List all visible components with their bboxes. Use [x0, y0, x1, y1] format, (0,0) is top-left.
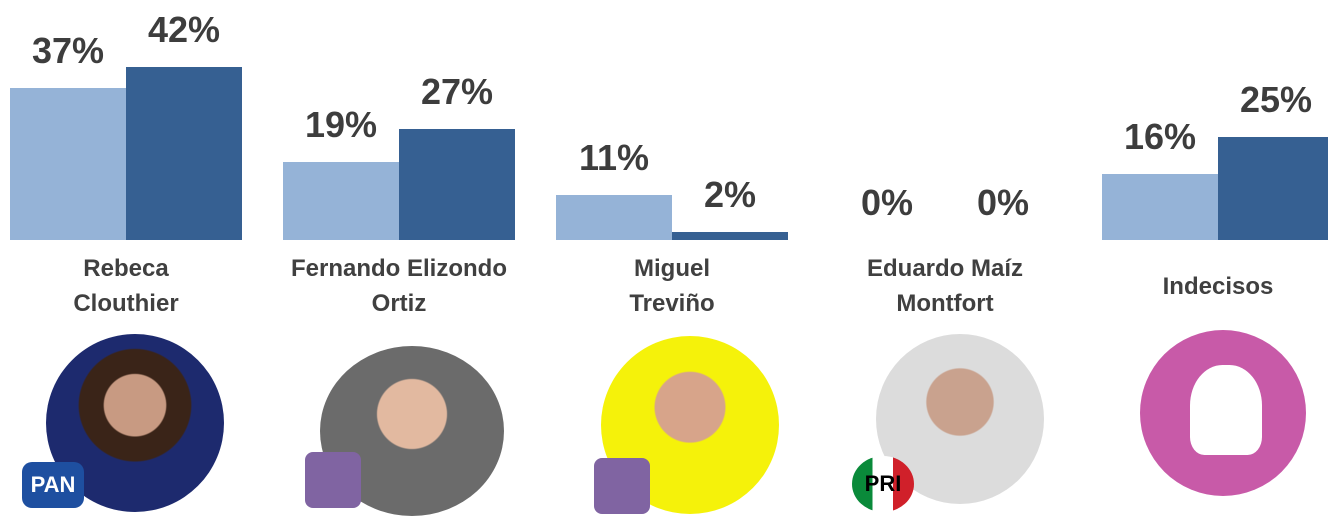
- bar: [672, 231, 788, 240]
- bar: [283, 161, 399, 240]
- category-label: Eduardo Maíz Montfort: [866, 255, 1023, 317]
- bar: [399, 128, 515, 240]
- bar: [556, 194, 672, 240]
- icon: [1190, 365, 1262, 455]
- category-label: Fernando Elizondo Ortiz: [291, 255, 507, 317]
- bar: [10, 87, 126, 240]
- data-label: 19%: [304, 103, 378, 145]
- bar: [1102, 174, 1218, 240]
- data-label: 37%: [31, 29, 105, 71]
- data-label: 11%: [578, 136, 650, 178]
- bar: [1218, 137, 1328, 240]
- data-label: 0%: [976, 182, 1030, 223]
- category-label: Rebeca Clouthier: [73, 255, 179, 317]
- data-label: 2%: [703, 173, 757, 215]
- data-label: 27%: [420, 70, 494, 112]
- party-logo: PRI: [852, 456, 914, 512]
- party-logo: PAN: [22, 462, 84, 508]
- data-label: 0%: [860, 182, 914, 223]
- party-square: [594, 458, 650, 514]
- bar: [126, 67, 242, 240]
- party-square: [305, 452, 361, 508]
- category-label: Miguel Treviño: [629, 255, 715, 317]
- data-label: 42%: [147, 9, 221, 50]
- category-label: Indecisos: [1162, 272, 1274, 300]
- data-label: 25%: [1239, 79, 1313, 121]
- data-label: 16%: [1123, 116, 1197, 158]
